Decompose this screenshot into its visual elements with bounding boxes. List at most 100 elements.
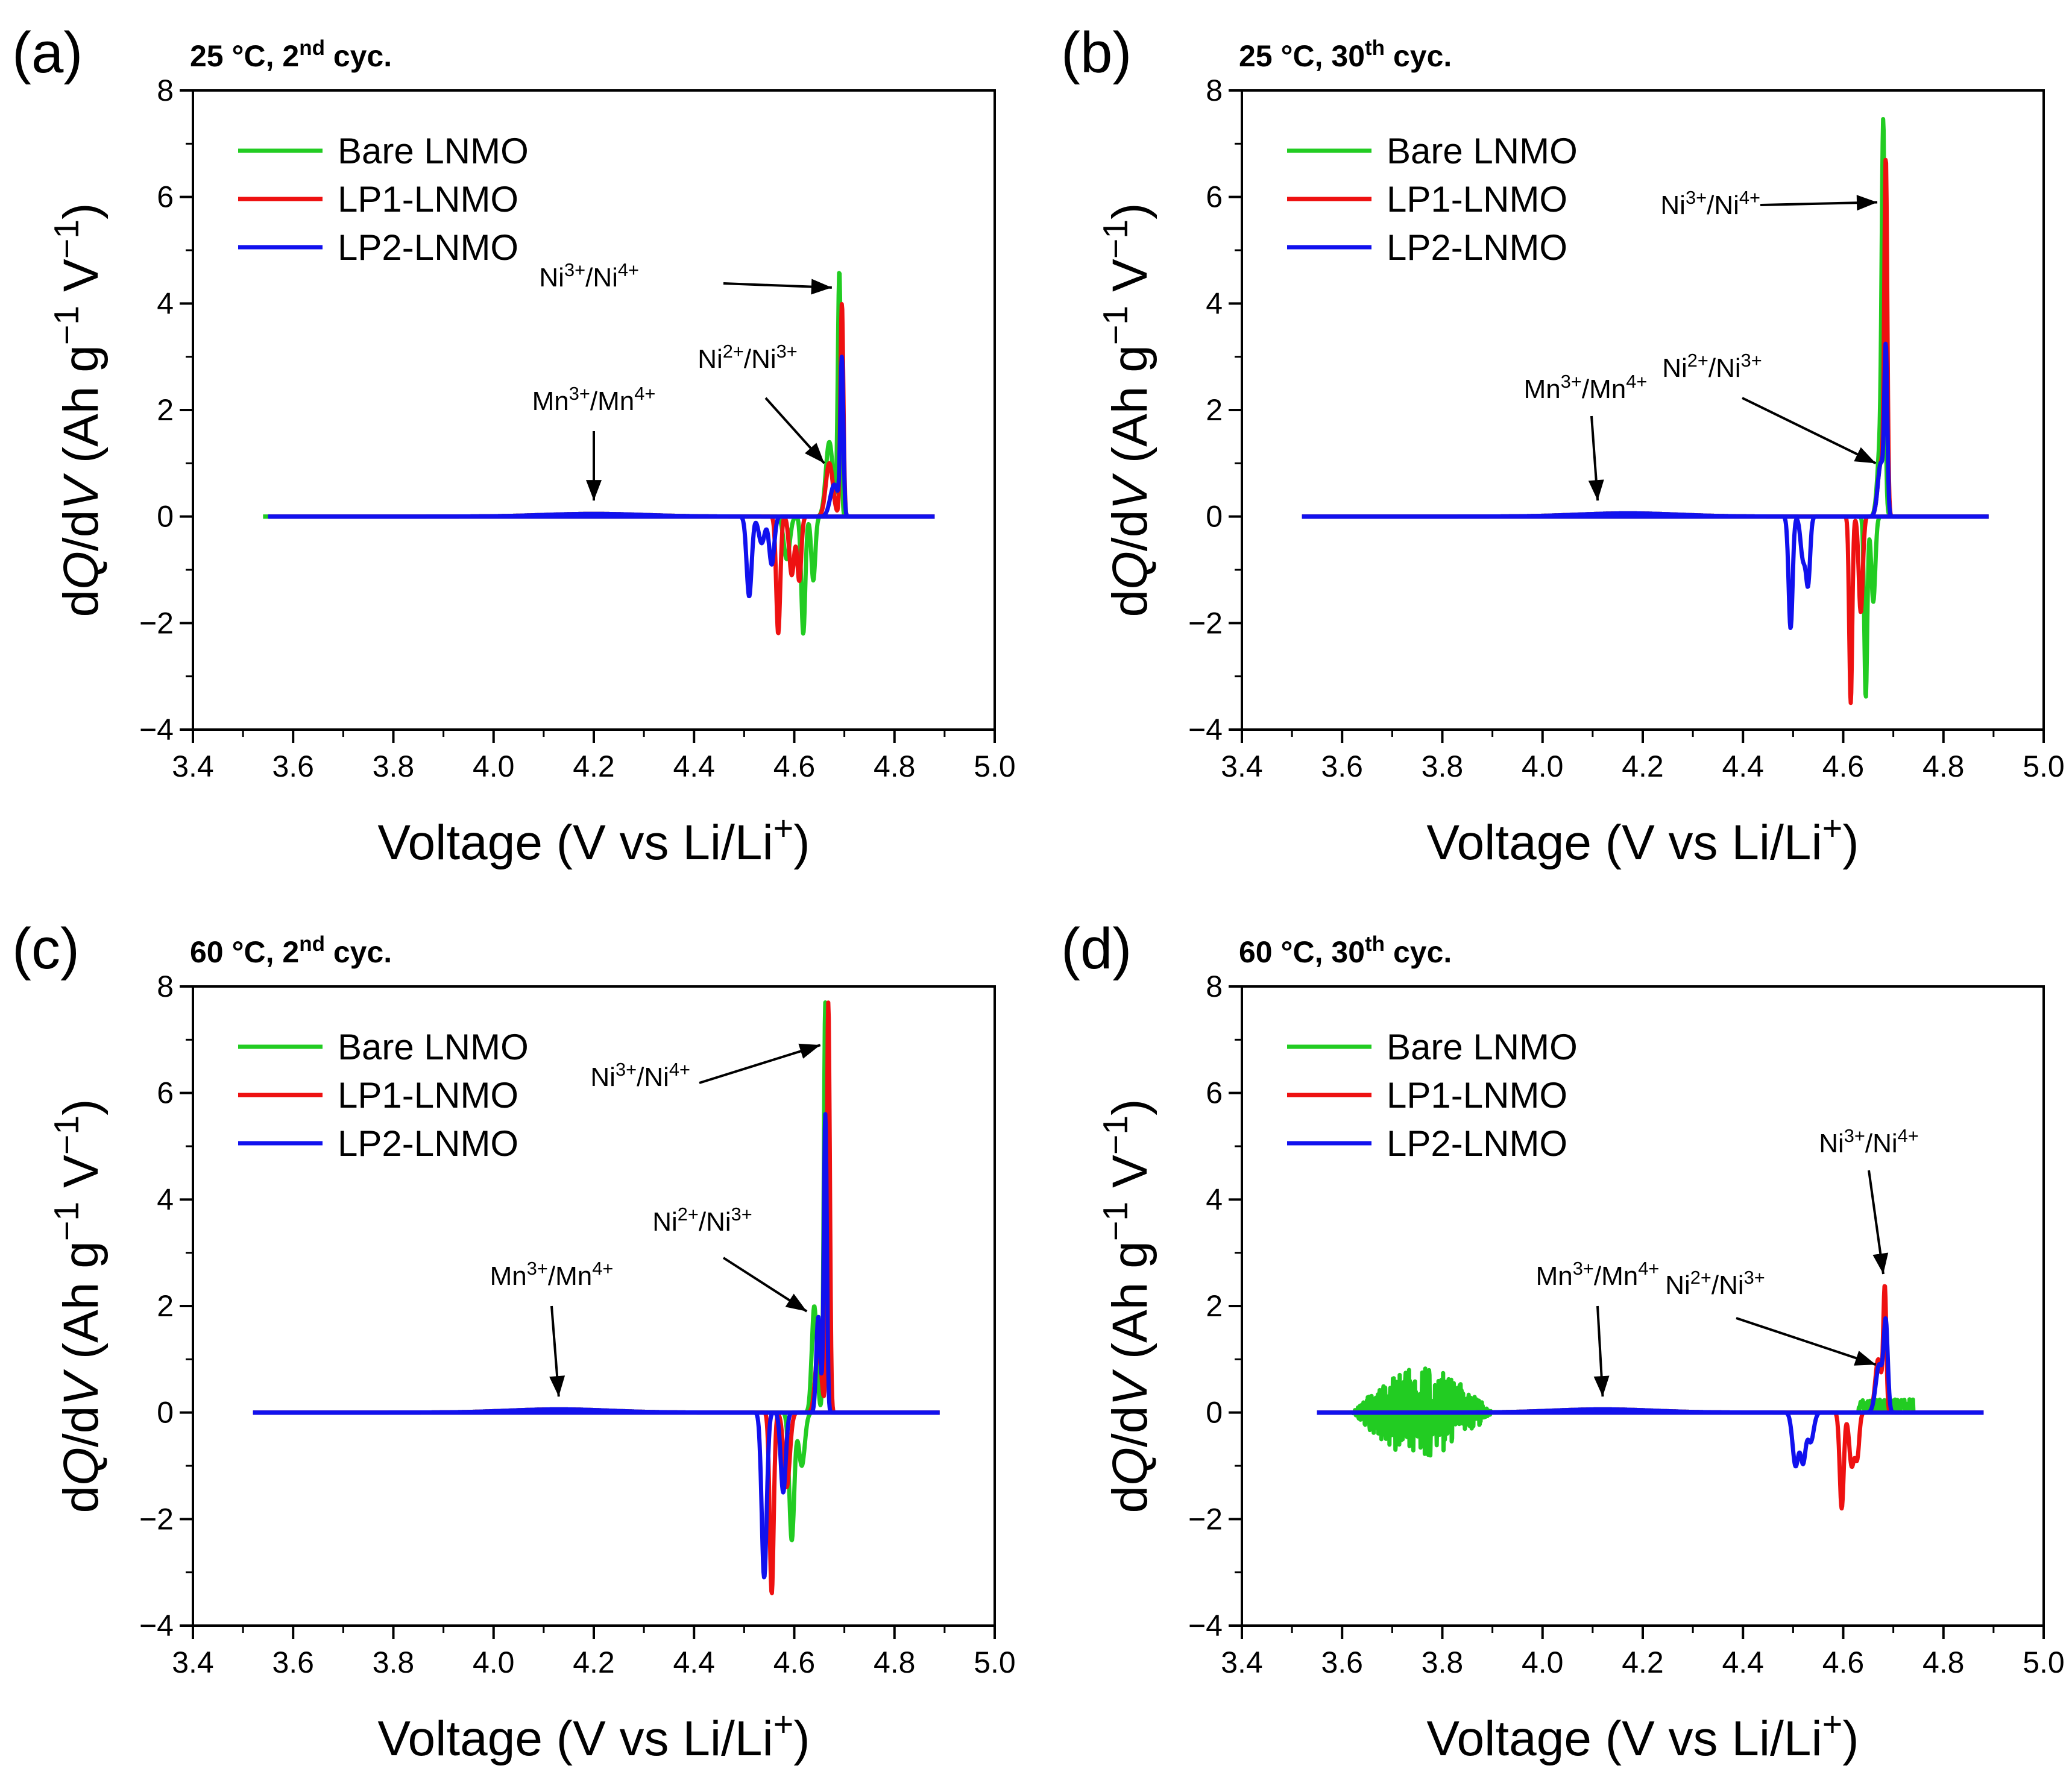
x-tick-label: 5.0 — [2023, 1646, 2065, 1679]
legend-label-2: LP2-LNMO — [1387, 1123, 1567, 1164]
x-tick-label: 4.2 — [573, 1646, 615, 1679]
x-tick-label: 3.4 — [1221, 749, 1263, 783]
y-axis-title: dQ/dV (Ah g−1 V−1) — [48, 203, 109, 617]
panel-a: (a) 25 °C, 2nd cyc. 3.4 3.6 3.8 4.0 4.2 4.4 4.6 4… — [12, 21, 1016, 870]
x-tick-label: 3.4 — [172, 749, 214, 783]
y-tick-label: 4 — [1206, 1182, 1223, 1216]
y-tick-label: −4 — [139, 713, 174, 746]
x-tick-label: 4.8 — [874, 749, 916, 783]
x-tick-label: 4.6 — [1822, 1646, 1865, 1679]
legend-label-1: LP1-LNMO — [1387, 1075, 1567, 1115]
x-tick-label: 4.8 — [1922, 1646, 1965, 1679]
series-line-discharge-1 — [251, 1410, 942, 1595]
legend-label-0: Bare LNMO — [338, 1027, 529, 1067]
panel-letter: (c) — [12, 917, 80, 981]
y-tick-label: 2 — [1206, 393, 1223, 427]
x-tick-label: 4.2 — [573, 749, 615, 783]
y-tick-label: −2 — [139, 1502, 174, 1536]
x-tick-label: 4.4 — [673, 1646, 715, 1679]
y-tick-label: 8 — [1206, 74, 1223, 107]
x-tick-label: 5.0 — [2023, 749, 2065, 783]
x-tick-label: 4.4 — [1722, 749, 1764, 783]
annotation-arrowhead-0 — [1588, 479, 1604, 501]
annotation-arrowhead-0 — [549, 1375, 565, 1397]
panel-b: (b) 25 °C, 30th cyc. 3.4 3.6 3.8 4.0 4.2 4.4 4.6… — [1061, 21, 2065, 870]
y-tick-label: −4 — [139, 1609, 174, 1642]
panel-letter: (b) — [1061, 21, 1132, 85]
panel-condition-title: 25 °C, 30th cyc. — [1239, 36, 1452, 74]
y-axis-title: dQ/dV (Ah g−1 V−1) — [1097, 203, 1157, 617]
annotation-arrowhead-0 — [586, 480, 602, 501]
y-tick-label: 8 — [1206, 970, 1223, 1003]
y-tick-label: 6 — [157, 1076, 174, 1110]
x-tick-label: 3.4 — [1221, 1646, 1263, 1679]
annotation-label-1: Ni2+/Ni3+ — [697, 341, 798, 374]
annotation-label-1: Ni2+/Ni3+ — [652, 1204, 752, 1237]
annotation-arrow-1 — [1742, 397, 1877, 465]
x-tick-label: 3.8 — [1422, 1646, 1464, 1679]
series-line-discharge-1 — [266, 514, 936, 636]
series-line-discharge-0 — [1300, 514, 1991, 699]
y-tick-label: −2 — [1188, 606, 1223, 640]
series-line-discharge-0 — [261, 514, 936, 636]
panel-d: (d) 60 °C, 30th cyc. 3.4 3.6 3.8 4.0 4.2 4.4 4.6… — [1061, 917, 2065, 1766]
x-tick-label: 4.0 — [1522, 1646, 1564, 1679]
legend-label-1: LP1-LNMO — [338, 1075, 518, 1115]
x-tick-label: 5.0 — [974, 1646, 1016, 1679]
series-line-charge-2 — [1315, 1316, 1985, 1415]
y-tick-label: −2 — [1188, 1502, 1223, 1536]
y-tick-label: −4 — [1188, 713, 1223, 746]
annotation-arrowhead-1 — [1854, 1351, 1876, 1366]
x-tick-label: 4.2 — [1622, 749, 1664, 783]
x-tick-label: 4.8 — [874, 1646, 916, 1679]
legend-label-0: Bare LNMO — [338, 131, 529, 171]
y-tick-label: 4 — [157, 1182, 174, 1216]
annotation-arrowhead-2 — [1856, 195, 1878, 211]
plot-frame — [1241, 89, 2045, 731]
x-tick-label: 4.4 — [673, 749, 715, 783]
panel-condition-title: 60 °C, 2nd cyc. — [190, 932, 392, 970]
y-tick-label: 0 — [1206, 1396, 1223, 1430]
annotation-label-1: Ni2+/Ni3+ — [1662, 350, 1762, 383]
legend-label-1: LP1-LNMO — [1387, 179, 1567, 219]
y-tick-label: 4 — [157, 286, 174, 320]
x-tick-label: 4.0 — [473, 1646, 515, 1679]
x-tick-label: 5.0 — [974, 749, 1016, 783]
y-tick-label: 8 — [157, 970, 174, 1003]
annotation-label-0: Mn3+/Mn4+ — [1536, 1258, 1660, 1292]
legend-label-2: LP2-LNMO — [338, 1123, 518, 1164]
annotation-label-0: Mn3+/Mn4+ — [532, 383, 656, 417]
annotation-arrowhead-1 — [804, 443, 825, 464]
legend-label-2: LP2-LNMO — [338, 227, 518, 268]
series-line-charge-2 — [266, 355, 936, 519]
panel-condition-title: 60 °C, 30th cyc. — [1239, 932, 1452, 970]
y-tick-label: 6 — [1206, 180, 1223, 214]
legend-label-0: Bare LNMO — [1387, 131, 1578, 171]
series-group — [1300, 117, 1991, 705]
y-tick-label: 6 — [1206, 1076, 1223, 1110]
x-tick-label: 3.6 — [1321, 749, 1363, 783]
y-axis-title: dQ/dV (Ah g−1 V−1) — [48, 1099, 109, 1513]
annotation-arrowhead-2 — [1872, 1252, 1889, 1274]
series-line-discharge-1 — [1300, 514, 1991, 705]
x-tick-label: 3.8 — [1422, 749, 1464, 783]
annotation-arrowhead-1 — [785, 1293, 807, 1311]
x-tick-label: 4.0 — [473, 749, 515, 783]
x-axis-title: Voltage (V vs Li/Li+) — [1426, 1705, 1859, 1766]
annotation-label-0: Mn3+/Mn4+ — [490, 1258, 614, 1292]
y-tick-label: 4 — [1206, 286, 1223, 320]
panel-c: (c) 60 °C, 2nd cyc. 3.4 3.6 3.8 4.0 4.2 4.4 4.6 4… — [12, 917, 1016, 1766]
x-tick-label: 4.0 — [1522, 749, 1564, 783]
annotation-arrowhead-2 — [811, 279, 832, 295]
annotation-label-2: Ni3+/Ni4+ — [590, 1059, 690, 1093]
legend-label-2: LP2-LNMO — [1387, 227, 1567, 268]
x-axis-title: Voltage (V vs Li/Li+) — [1426, 809, 1859, 870]
x-tick-label: 3.6 — [1321, 1646, 1363, 1679]
x-tick-label: 3.8 — [373, 749, 415, 783]
x-tick-label: 4.4 — [1722, 1646, 1764, 1679]
annotation-label-2: Ni3+/Ni4+ — [1660, 187, 1760, 221]
x-tick-label: 3.6 — [272, 749, 314, 783]
annotation-arrowhead-1 — [1854, 447, 1876, 464]
series-line-discharge-2 — [266, 514, 936, 599]
